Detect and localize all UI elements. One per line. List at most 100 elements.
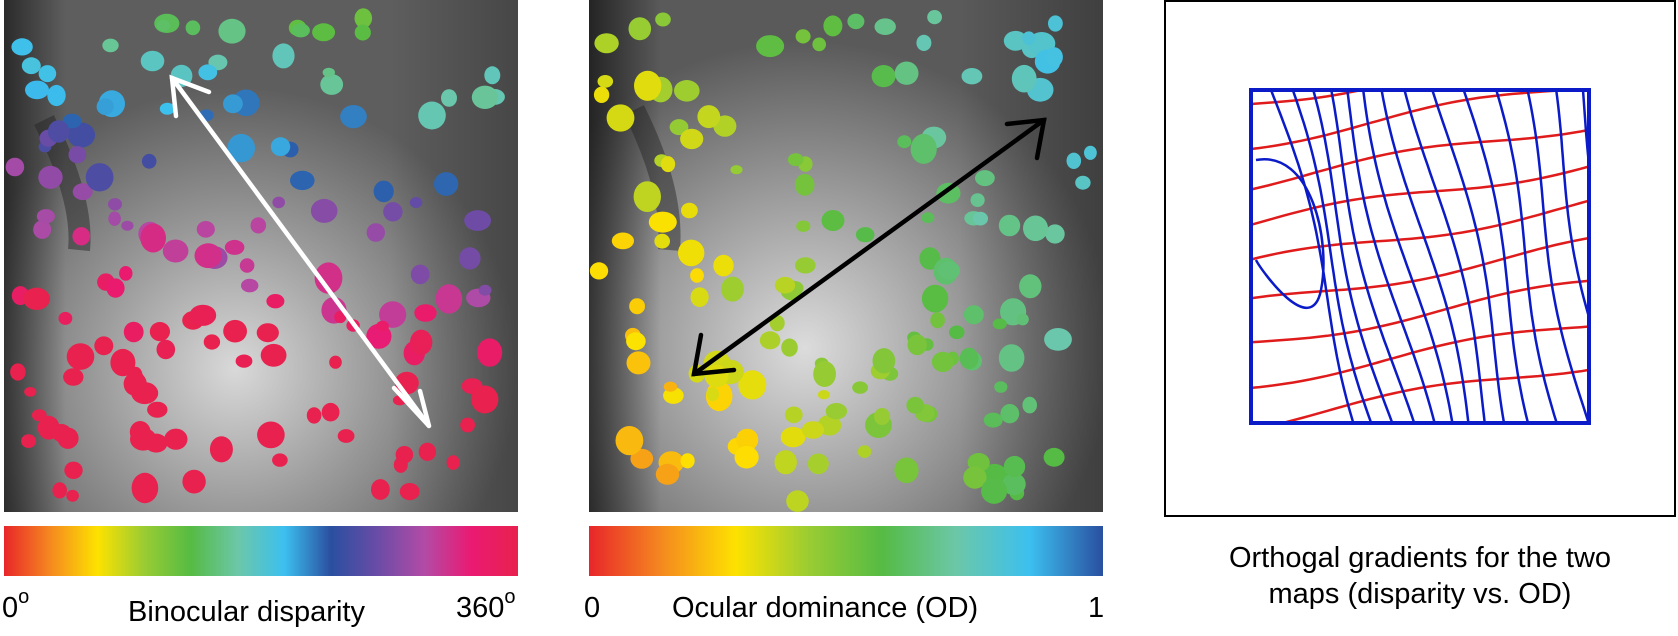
od-cell <box>795 29 811 44</box>
disparity-cell <box>68 146 87 164</box>
disparity-colorbar-title: Binocular disparity <box>128 596 365 628</box>
disparity-cell <box>58 311 73 325</box>
disparity-cell <box>21 57 41 75</box>
od-cell <box>660 156 676 173</box>
od-cell <box>1043 447 1065 467</box>
od-cell <box>927 10 942 25</box>
od-cell <box>855 227 875 243</box>
od-cell <box>634 70 662 101</box>
disparity-cell <box>5 157 25 177</box>
od-cell <box>736 428 759 451</box>
od-cell <box>812 37 826 52</box>
disparity-cell <box>373 180 394 203</box>
disparity-cell <box>340 105 367 129</box>
disparity-cell <box>435 284 463 314</box>
od-cell <box>963 466 987 489</box>
disparity-cell <box>354 8 373 29</box>
disparity-cell <box>196 221 215 238</box>
disparity-cell <box>67 122 96 148</box>
od-cell <box>872 348 896 374</box>
disparity-min-label: 0o <box>2 586 30 624</box>
disparity-cell <box>185 20 201 36</box>
od-cell <box>674 80 700 102</box>
disparity-cell <box>23 287 50 310</box>
od-cell <box>784 406 803 424</box>
disparity-cell <box>164 428 188 450</box>
disparity-gradient-arrow <box>169 74 432 429</box>
disparity-cell <box>123 321 144 343</box>
disparity-cell <box>31 409 47 422</box>
disparity-cell <box>140 223 166 253</box>
od-cell <box>648 211 677 233</box>
od-cell <box>821 210 845 231</box>
od-cell <box>1011 64 1037 93</box>
disparity-contour-line <box>1312 89 1394 424</box>
disparity-cell <box>418 442 437 461</box>
od-cell <box>907 334 927 356</box>
disparity-cell <box>47 84 66 107</box>
od-cell <box>994 381 1008 393</box>
od-cell <box>975 170 995 187</box>
od-cell <box>774 276 796 294</box>
od-cell <box>690 287 709 307</box>
disparity-cell <box>162 239 189 263</box>
disparity-cell <box>272 43 295 69</box>
disparity-cell <box>484 66 501 85</box>
disparity-cell <box>159 102 175 115</box>
od-cell <box>801 421 824 439</box>
disparity-contour-line <box>1431 89 1506 424</box>
od-cell <box>936 182 961 204</box>
od-cell <box>1003 30 1028 51</box>
od-cell <box>738 370 767 400</box>
od-cell <box>1019 274 1042 299</box>
od-cell <box>823 15 843 37</box>
disparity-cell <box>25 80 49 100</box>
disparity-cell <box>218 18 246 44</box>
disparity-contour-line <box>1380 89 1470 424</box>
od-cell <box>1022 31 1036 45</box>
disparity-cell <box>459 247 481 270</box>
od-cell <box>721 276 744 302</box>
disparity-cell <box>477 338 503 367</box>
od-cell <box>1075 175 1091 190</box>
od-cell <box>807 453 829 475</box>
disparity-contour-loop <box>1254 158 1325 309</box>
od-cell <box>796 220 811 232</box>
od-cell <box>654 233 670 249</box>
disparity-cell <box>121 220 134 231</box>
od-micrograph <box>589 0 1103 512</box>
od-cell <box>983 412 1003 428</box>
disparity-cell <box>371 479 390 500</box>
disparity-cell <box>235 354 253 368</box>
disparity-cell <box>410 264 430 285</box>
od-cell <box>949 325 965 340</box>
od-cell <box>894 61 919 85</box>
od-cell <box>817 390 830 400</box>
disparity-cell <box>354 24 371 41</box>
od-cell <box>998 344 1025 372</box>
od-cell <box>713 254 734 277</box>
disparity-cell <box>189 304 217 326</box>
disparity-cell <box>156 19 171 32</box>
disparity-cell <box>62 113 82 129</box>
od-cell <box>1084 145 1097 160</box>
od-cell <box>678 239 705 267</box>
disparity-cell <box>64 461 83 479</box>
disparity-cell <box>383 202 403 222</box>
od-cell <box>795 257 816 274</box>
disparity-cell <box>140 50 165 72</box>
od-cell <box>921 284 949 313</box>
disparity-cell <box>198 64 218 81</box>
disparity-cell <box>310 198 338 223</box>
disparity-cell <box>47 120 70 143</box>
od-cell <box>759 331 781 350</box>
disparity-cell <box>51 424 72 443</box>
disparity-cell <box>130 428 157 451</box>
disparity-cell <box>410 329 433 355</box>
od-cell <box>963 305 984 325</box>
disparity-max-label: 360o <box>456 586 516 624</box>
disparity-cell-map <box>4 0 518 512</box>
gradient-caption-line2: maps (disparity vs. OD) <box>1268 578 1572 610</box>
disparity-cell <box>290 170 315 191</box>
od-cell <box>992 318 1007 330</box>
